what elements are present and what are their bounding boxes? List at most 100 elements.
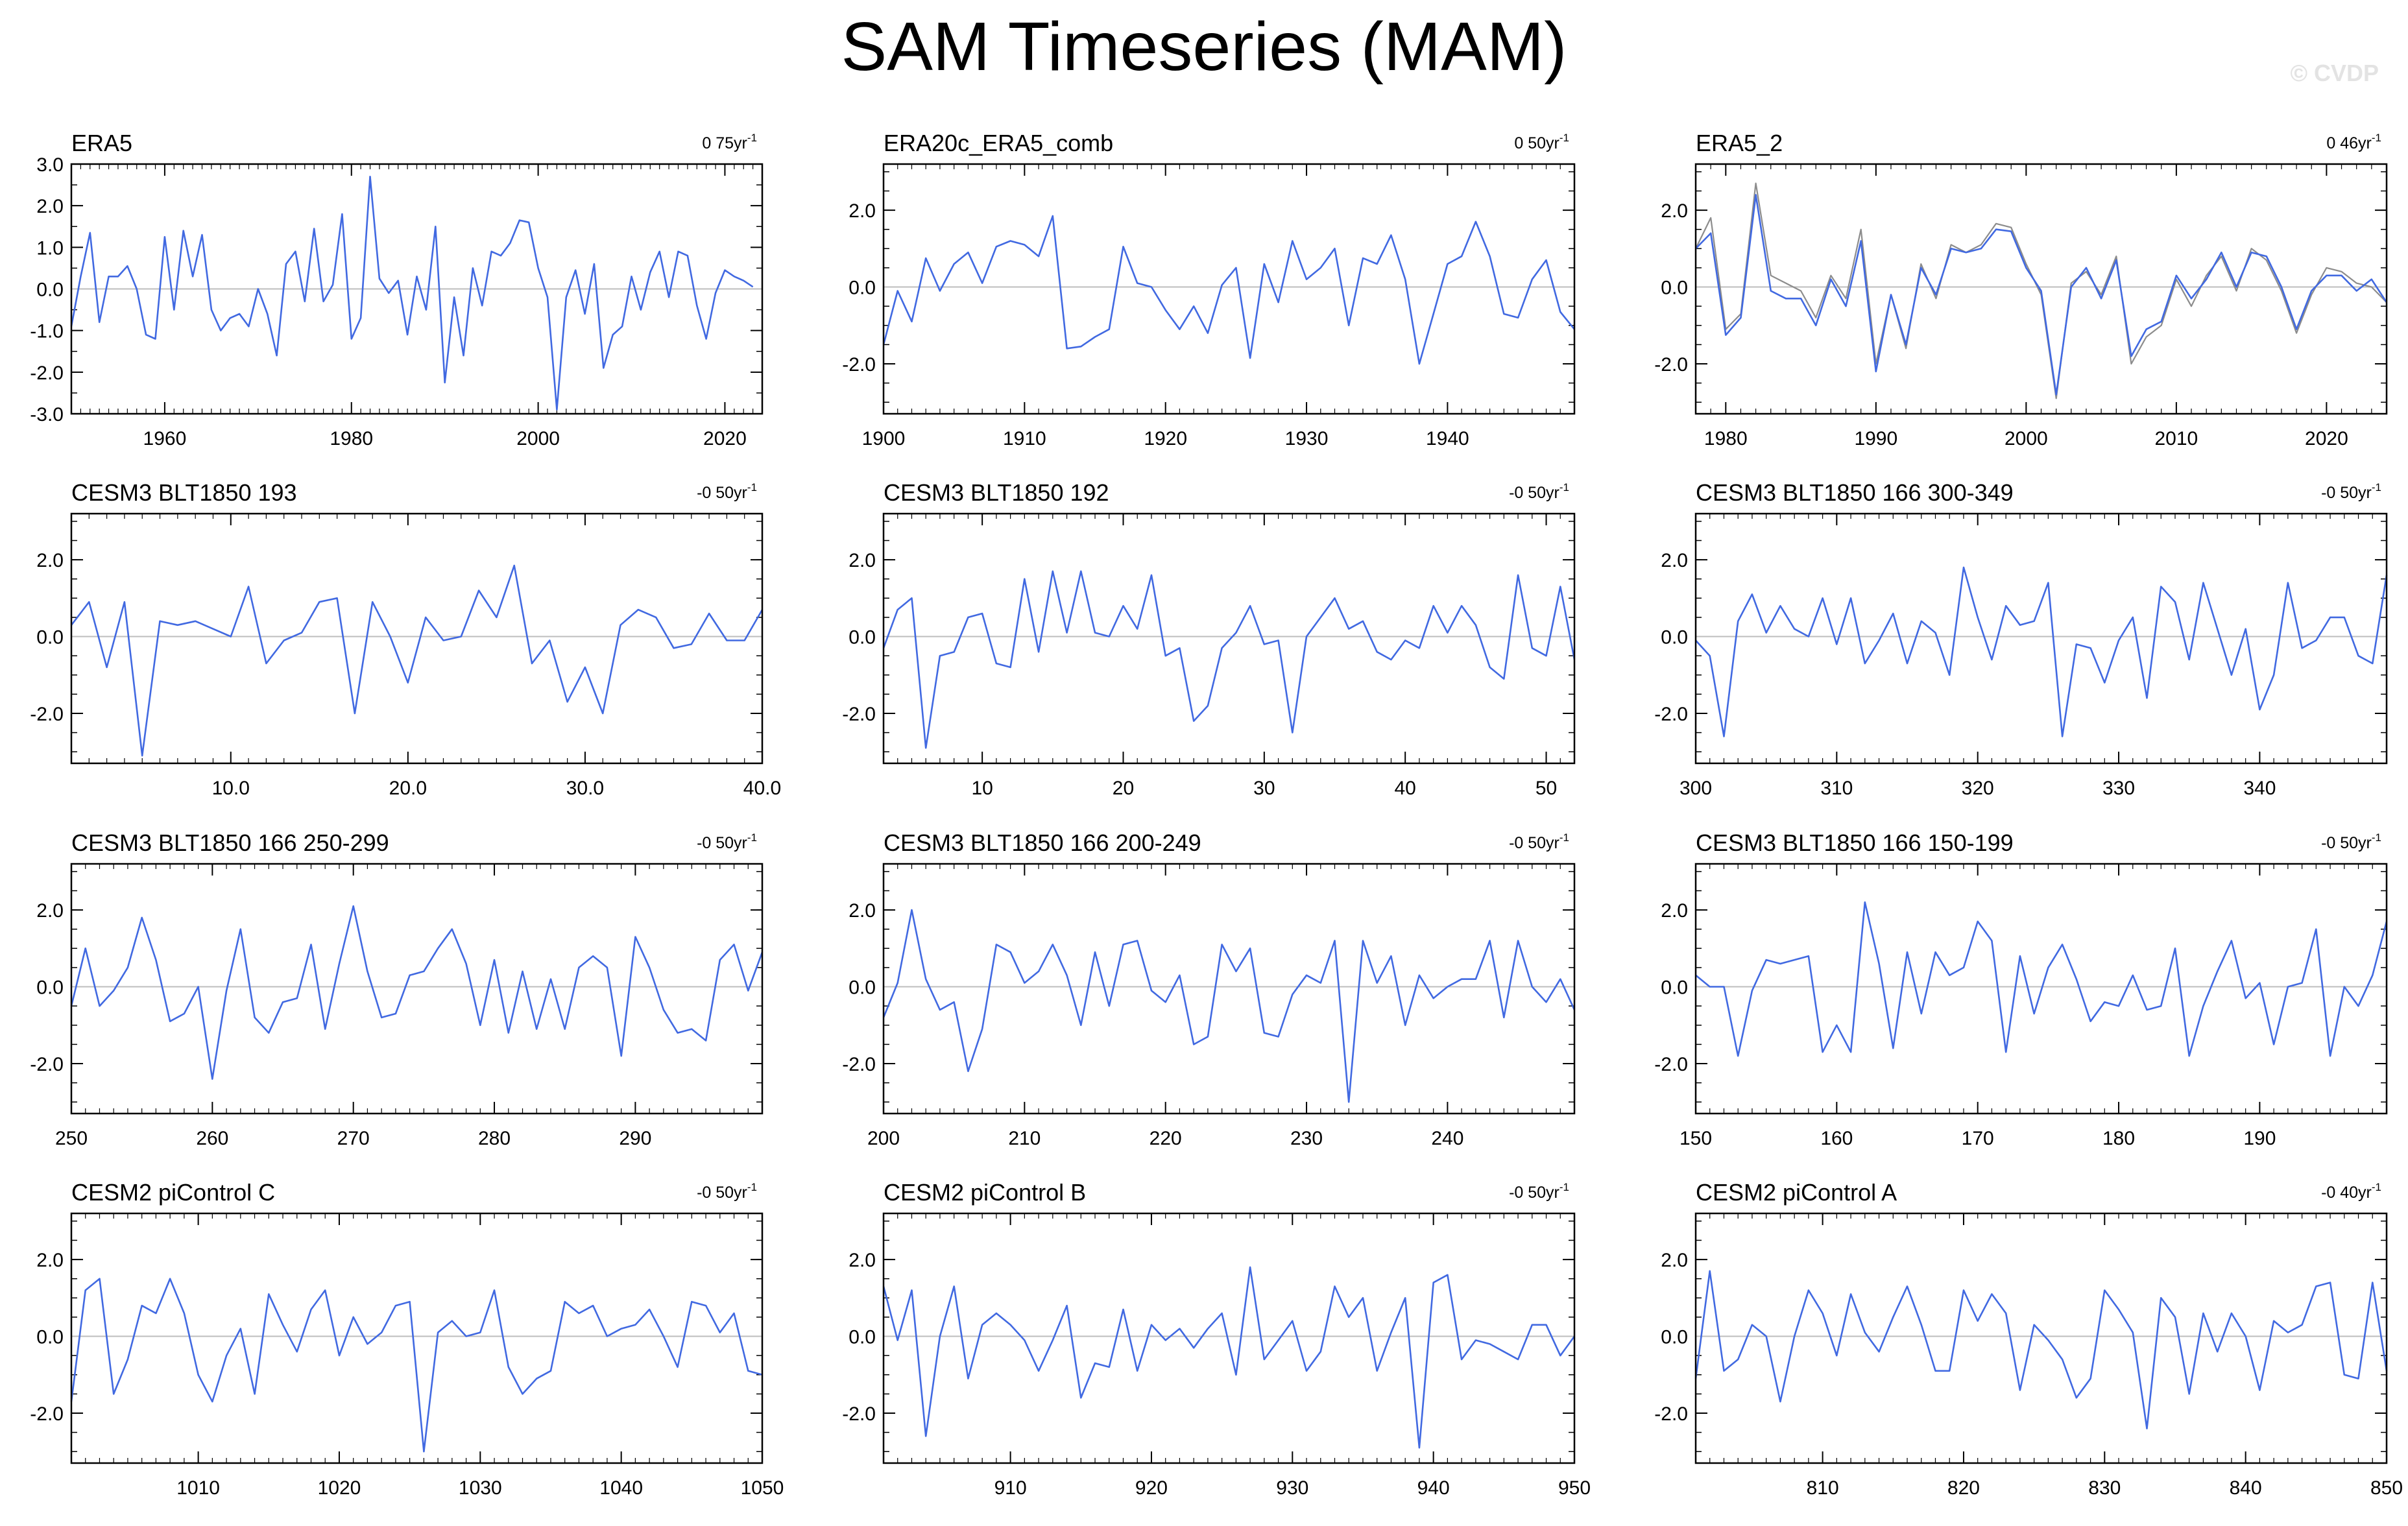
y-tick-label: 2.0	[1661, 200, 1688, 222]
plot-frame	[70, 512, 764, 765]
y-tick-label: -2.0	[30, 1054, 64, 1075]
series-line	[1695, 901, 2388, 1057]
x-tick-label: 2000	[2005, 428, 2048, 449]
plot-frame	[70, 1212, 764, 1464]
panel-6: CESM3 BLT1850 166 300-349 -0 50yr-1 -2.0 0.…	[1654, 479, 2388, 799]
y-tick-label: -2.0	[1654, 1054, 1688, 1075]
trend-unit: -1	[1559, 481, 1569, 494]
x-tick-label: 50	[1535, 778, 1557, 799]
panel-title: ERA5_2	[1696, 130, 1783, 156]
trend-label: -0 50yr-1	[2321, 831, 2381, 852]
x-tick-label: 2020	[703, 428, 747, 449]
y-tick-label: 2.0	[1661, 1250, 1688, 1271]
x-tick-label: 1030	[459, 1477, 502, 1499]
plot-frame	[882, 163, 1576, 415]
x-tick-label: 210	[1008, 1128, 1041, 1149]
trend-unit: -1	[2372, 481, 2381, 494]
x-tick-label: 190	[2243, 1128, 2276, 1149]
x-tick-label: 2000	[516, 428, 560, 449]
x-tick-label: 20.0	[389, 778, 427, 799]
y-tick-label: -2.0	[1654, 354, 1688, 376]
x-tick-label: 2010	[2154, 428, 2198, 449]
x-tick-label: 330	[2102, 778, 2135, 799]
page-title: SAM Timeseries (MAM)	[841, 8, 1567, 85]
x-tick-label: 230	[1290, 1128, 1323, 1149]
trend-unit: -1	[2372, 1181, 2381, 1193]
panel-title: CESM2 piControl A	[1696, 1179, 1897, 1206]
trend-label: -0 50yr-1	[1509, 831, 1569, 852]
series-line	[882, 215, 1576, 365]
y-tick-label: 0.0	[849, 278, 876, 299]
y-tick-label: -2.0	[842, 354, 876, 376]
watermark: © CVDP	[2290, 60, 2379, 86]
y-tick-label: 2.0	[849, 550, 876, 571]
y-tick-label: 0.0	[1661, 977, 1688, 999]
x-tick-label: 260	[196, 1128, 228, 1149]
x-tick-label: 200	[867, 1128, 900, 1149]
y-tick-label: 0.0	[1661, 1327, 1688, 1348]
x-tick-label: 1920	[1144, 428, 1187, 449]
y-tick-label: 0.0	[849, 1327, 876, 1348]
trend-unit: -1	[747, 132, 757, 144]
trend-label: -0 50yr-1	[1509, 481, 1569, 502]
x-tick-label: 180	[2102, 1128, 2135, 1149]
trend-unit: -1	[747, 831, 757, 844]
trend-label: 0 75yr-1	[702, 132, 757, 152]
plot-frame	[70, 863, 764, 1115]
panel-4: CESM3 BLT1850 193 -0 50yr-1 -2.0 0.0 2.0 10.0…	[30, 479, 781, 799]
plot-frame	[882, 512, 1576, 765]
x-tick-label: 1020	[318, 1477, 361, 1499]
y-tick-label: 2.0	[849, 900, 876, 922]
y-tick-label: -2.0	[1654, 704, 1688, 725]
trend-unit: -1	[1559, 132, 1569, 144]
trend-label: 0 46yr-1	[2326, 132, 2381, 152]
plot-frame	[1694, 863, 2388, 1115]
x-tick-label: 270	[337, 1128, 370, 1149]
series-line	[1694, 1270, 2388, 1429]
panel-title: CESM3 BLT1850 166 300-349	[1696, 479, 2014, 506]
x-tick-label: 810	[1807, 1477, 1839, 1499]
panel-title: CESM2 piControl B	[884, 1179, 1086, 1206]
x-tick-label: 160	[1820, 1128, 1853, 1149]
x-tick-label: 310	[1820, 778, 1853, 799]
trend-label: -0 50yr-1	[2321, 481, 2381, 502]
panel-title: CESM3 BLT1850 192	[884, 479, 1109, 506]
x-tick-label: 240	[1431, 1128, 1463, 1149]
panel-title: ERA5	[71, 130, 132, 156]
series-line	[882, 1266, 1576, 1449]
x-tick-label: 950	[1558, 1477, 1591, 1499]
x-tick-label: 940	[1417, 1477, 1450, 1499]
x-tick-label: 920	[1135, 1477, 1168, 1499]
plot-frame	[1694, 512, 2388, 765]
x-tick-label: 1940	[1426, 428, 1469, 449]
trend-label: -0 50yr-1	[697, 1181, 757, 1202]
x-tick-label: 10	[971, 778, 993, 799]
panel-1: ERA5 0 75yr-1 -3.0 -2.0 -1.0 0.0 1.0 2.0 3.0 1960…	[30, 130, 764, 449]
x-tick-label: 1050	[741, 1477, 784, 1499]
y-tick-label: 0.0	[36, 1327, 64, 1348]
panel-title: CESM3 BLT1850 166 250-299	[71, 829, 389, 856]
y-tick-label: -1.0	[30, 321, 64, 342]
panel-11: CESM2 piControl B -0 50yr-1 -2.0 0.0 2.0 910 9…	[842, 1179, 1591, 1499]
panel-title: CESM3 BLT1850 193	[71, 479, 297, 506]
x-tick-label: 40.0	[743, 778, 781, 799]
panel-title: CESM3 BLT1850 166 150-199	[1696, 829, 2014, 856]
y-tick-label: 0.0	[1661, 627, 1688, 649]
y-tick-label: 2.0	[36, 196, 64, 217]
y-tick-label: -2.0	[1654, 1403, 1688, 1425]
panel-12: CESM2 piControl A -0 40yr-1 -2.0 0.0 2.0 810 8…	[1654, 1179, 2403, 1499]
x-tick-label: 1990	[1854, 428, 1897, 449]
panel-title: ERA20c_ERA5_comb	[884, 130, 1113, 156]
y-tick-label: 3.0	[36, 154, 64, 176]
x-tick-label: 1910	[1003, 428, 1046, 449]
plot-frame	[1694, 163, 2388, 415]
trend-unit: -1	[747, 481, 757, 494]
x-tick-label: 320	[1962, 778, 1994, 799]
trend-unit: -1	[747, 1181, 757, 1193]
x-tick-label: 820	[1947, 1477, 1980, 1499]
y-tick-label: 1.0	[36, 237, 64, 259]
y-tick-label: 2.0	[1661, 900, 1688, 922]
x-tick-label: 930	[1276, 1477, 1308, 1499]
panel-title: CESM2 piControl C	[71, 1179, 275, 1206]
x-tick-label: 840	[2230, 1477, 2262, 1499]
